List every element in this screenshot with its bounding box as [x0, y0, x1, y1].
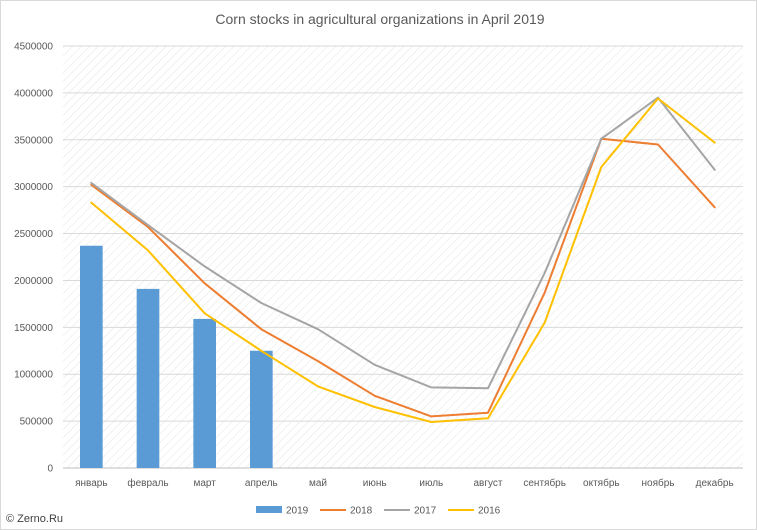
- bar-2019: [193, 318, 216, 468]
- y-axis: 0 500000 1000000 1500000 2000000 2500000 30000…: [14, 42, 53, 475]
- y-tick-label: 1000000: [14, 370, 53, 381]
- bar-2019: [136, 288, 160, 468]
- bar-series-2019: [80, 245, 273, 468]
- x-tick-label: апрель: [245, 478, 278, 489]
- bar-2019: [250, 350, 273, 468]
- y-tick-label: 4000000: [14, 88, 53, 99]
- y-tick-label: 500000: [20, 417, 54, 428]
- x-tick-label: август: [474, 478, 503, 489]
- line-series: [90, 96, 716, 423]
- y-tick-label: 3500000: [14, 135, 53, 146]
- x-tick-label: декабрь: [696, 477, 734, 489]
- line-series-2017: [90, 96, 716, 390]
- y-tick-label: 0: [47, 464, 53, 475]
- legend-label-2017: 2017: [414, 506, 437, 517]
- x-tick-label: январь: [75, 478, 107, 489]
- x-tick-label: июнь: [363, 478, 387, 489]
- line-series-2016: [90, 97, 716, 423]
- legend: 2019 2018 2017 2016: [256, 506, 501, 517]
- x-tick-label: июль: [419, 478, 443, 489]
- legend-swatch-2019: [256, 506, 282, 513]
- x-tick-label: октябрь: [583, 477, 620, 489]
- x-tick-label: сентябрь: [523, 477, 566, 489]
- legend-label-2018: 2018: [350, 506, 373, 517]
- y-tick-label: 4500000: [14, 42, 53, 53]
- x-axis: январь февраль март апрель май июнь июль август…: [75, 477, 734, 489]
- y-tick-label: 3000000: [14, 182, 53, 193]
- y-tick-label: 2500000: [14, 229, 53, 240]
- plot-area: [63, 46, 743, 468]
- copyright-text: © Zerno.Ru: [6, 513, 63, 525]
- gridlines: [63, 45, 743, 469]
- chart-title: Corn stocks in agricultural organization…: [215, 11, 544, 27]
- y-tick-label: 1500000: [14, 323, 53, 334]
- legend-label-2019: 2019: [286, 506, 309, 517]
- x-tick-label: март: [193, 478, 216, 489]
- x-tick-label: февраль: [127, 477, 168, 489]
- x-tick-label: май: [309, 478, 327, 489]
- y-tick-label: 2000000: [14, 276, 53, 287]
- line-series-2018: [90, 137, 716, 418]
- x-tick-label: ноябрь: [642, 477, 675, 489]
- bar-2019: [80, 245, 103, 468]
- legend-label-2016: 2016: [478, 506, 501, 517]
